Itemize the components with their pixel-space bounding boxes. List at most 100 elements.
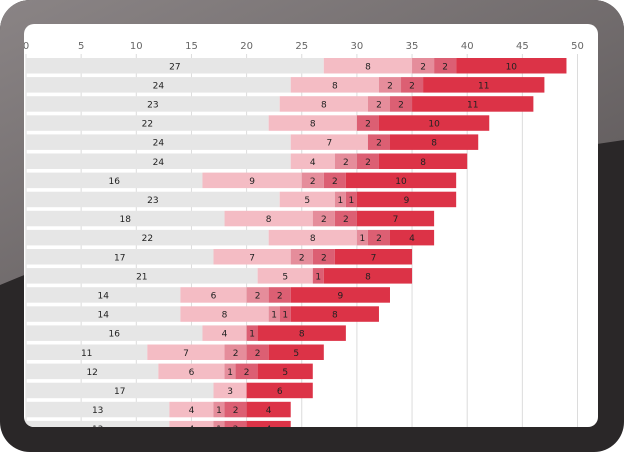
data-label: 7 — [249, 253, 255, 263]
bar-row: 16 9 2 2 10 — [26, 172, 457, 189]
data-label: 12 — [86, 368, 97, 378]
bar-row: 22 8 2 10 — [26, 115, 490, 131]
data-label: 2 — [376, 139, 382, 149]
data-label: 2 — [233, 425, 239, 427]
bar-segment — [26, 382, 214, 399]
bar-segment — [312, 268, 324, 284]
bar-segment — [378, 77, 402, 93]
data-label: 2 — [376, 234, 382, 244]
bar-segment — [224, 401, 247, 418]
bar-segment — [301, 172, 324, 189]
data-label: 2 — [398, 100, 404, 110]
x-tick-label: 0 — [24, 41, 29, 52]
bar-segment — [213, 249, 291, 265]
data-label: 10 — [506, 62, 518, 72]
bar-segment — [224, 363, 236, 380]
bar-segment — [235, 363, 258, 380]
data-label: 13 — [92, 425, 103, 427]
data-label: 2 — [365, 120, 371, 130]
bar-segment — [356, 115, 379, 131]
bar-segment — [213, 420, 225, 427]
bar-segment — [246, 287, 269, 303]
bar-row: 16 4 1 8 — [26, 325, 346, 341]
data-label: 8 — [431, 139, 437, 149]
data-label: 17 — [114, 253, 125, 263]
bar-row: 24 7 2 8 — [26, 134, 479, 150]
bar-segment — [26, 134, 291, 150]
data-label: 2 — [233, 406, 239, 416]
data-label: 6 — [189, 368, 195, 378]
bar-segment — [246, 382, 313, 399]
bar-segment — [26, 420, 170, 427]
bar-segment — [290, 77, 379, 93]
x-tick-label: 20 — [240, 41, 253, 52]
data-label: 2 — [376, 100, 382, 110]
bar-segment — [169, 401, 214, 418]
bar-row: 21 5 1 8 — [26, 268, 413, 284]
data-label: 6 — [277, 387, 283, 397]
data-label: 5 — [293, 349, 299, 359]
data-label: 6 — [211, 291, 217, 301]
data-label: 9 — [249, 177, 255, 187]
data-label: 4 — [310, 158, 316, 168]
data-label: 8 — [310, 234, 316, 244]
data-label: 2 — [442, 62, 448, 72]
bar-segment — [323, 58, 413, 74]
bar-segment — [268, 115, 357, 131]
bar-segment — [378, 153, 468, 169]
data-label: 4 — [266, 425, 272, 427]
data-label: 18 — [120, 215, 132, 225]
data-label: 8 — [299, 330, 305, 340]
data-label: 8 — [266, 215, 272, 225]
data-label: 17 — [114, 387, 125, 397]
bar-segment — [257, 268, 313, 284]
x-tick-label: 40 — [461, 41, 474, 52]
data-label: 14 — [97, 291, 109, 301]
chart-screen: 0 5 10 15 20 25 30 35 40 45 50 27 8 2 2 10 24 8 2 2 11 23 8 2 2… — [24, 24, 598, 427]
bar-segment — [456, 58, 567, 74]
x-axis-ticks: 0 5 10 15 20 25 30 35 40 45 50 — [24, 41, 584, 52]
data-label: 2 — [409, 81, 415, 91]
bar-row: 24 8 2 2 11 — [26, 77, 545, 93]
bar-segment — [246, 420, 291, 427]
bar-row: 14 8 1 1 8 — [26, 306, 379, 322]
data-label: 27 — [169, 62, 180, 72]
bar-segment — [26, 58, 324, 74]
bar-segment — [257, 325, 346, 341]
bar-segment — [26, 287, 181, 303]
bar-row: 24 4 2 2 8 — [26, 153, 468, 169]
data-label: 22 — [142, 120, 153, 130]
bar-segment — [26, 363, 159, 380]
data-label: 4 — [266, 406, 272, 416]
x-tick-label: 30 — [351, 41, 364, 52]
bar-segment — [26, 115, 269, 131]
bar-row: 13 4 1 2 4 — [26, 401, 291, 418]
data-label: 2 — [233, 349, 239, 359]
data-label: 1 — [315, 272, 321, 282]
bar-segment — [202, 172, 302, 189]
bar-segment — [356, 153, 379, 169]
bar-segment — [279, 306, 291, 322]
data-label: 10 — [395, 177, 407, 187]
bar-segment — [257, 363, 313, 380]
data-label: 2 — [387, 81, 393, 91]
data-label: 23 — [147, 196, 158, 206]
bar-segment — [323, 268, 413, 284]
bar-segment — [246, 325, 258, 341]
data-label: 8 — [321, 100, 327, 110]
bar-segment — [367, 134, 390, 150]
bar-segment — [26, 229, 269, 246]
data-label: 2 — [420, 62, 426, 72]
data-label: 2 — [277, 291, 283, 301]
data-label: 22 — [142, 234, 153, 244]
bar-segment — [290, 287, 390, 303]
bar-segment — [279, 96, 368, 112]
bar-segment — [202, 325, 247, 341]
data-label: 2 — [343, 158, 349, 168]
x-tick-label: 15 — [185, 41, 198, 52]
bar-segment — [180, 306, 269, 322]
bar-row: 12 6 1 2 5 — [26, 363, 313, 380]
bar-segment — [356, 229, 368, 246]
data-label: 13 — [92, 406, 103, 416]
